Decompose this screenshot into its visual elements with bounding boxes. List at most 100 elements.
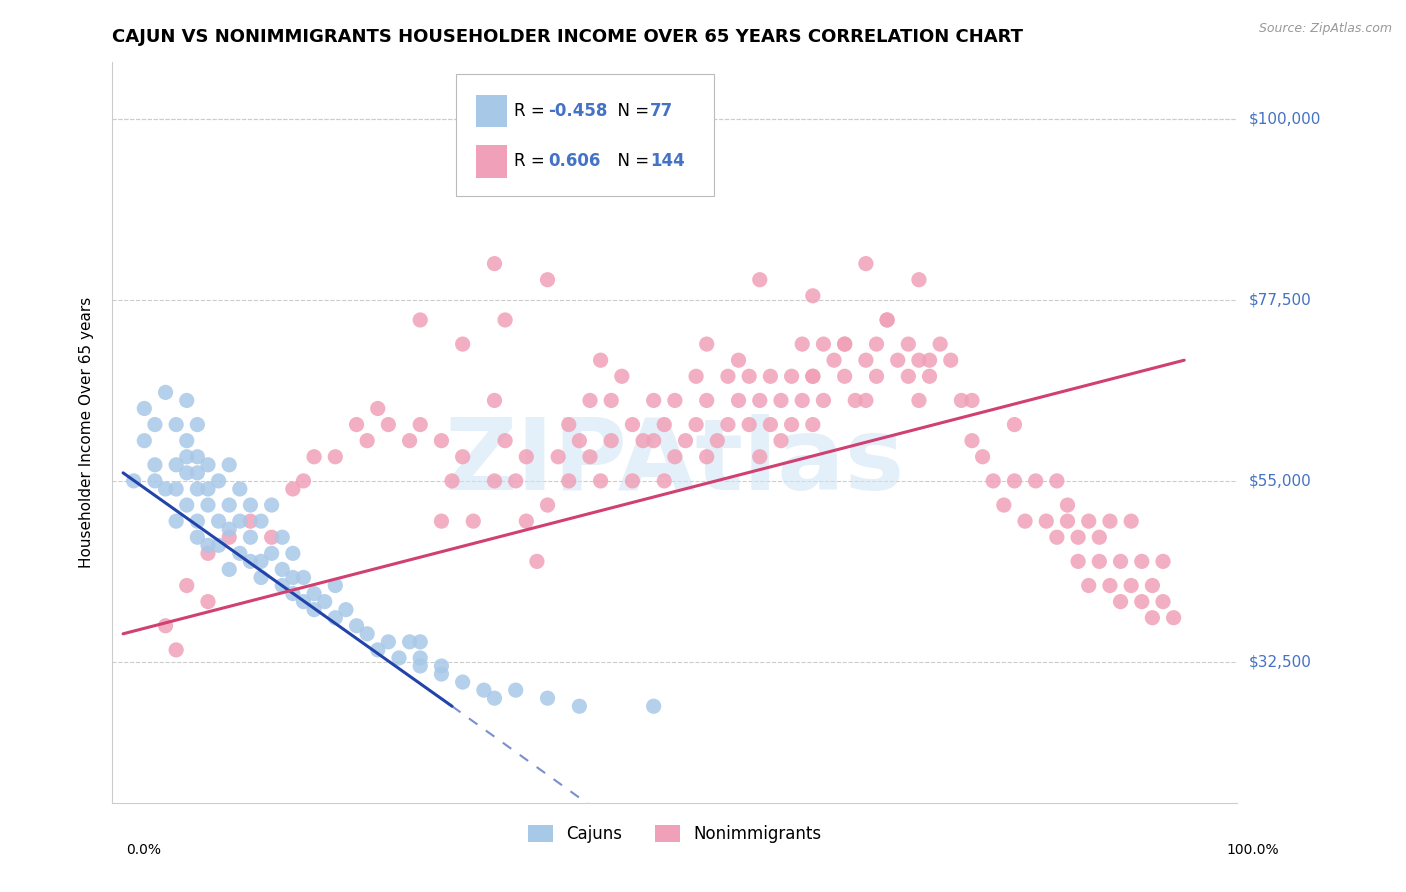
Point: [239, 554, 262, 568]
Point: [960, 434, 983, 448]
Y-axis label: Householder Income Over 65 years: Householder Income Over 65 years: [79, 297, 94, 568]
Point: [727, 353, 749, 368]
Point: [451, 675, 474, 690]
Point: [484, 257, 506, 271]
Point: [1121, 514, 1143, 528]
Text: N =: N =: [607, 153, 655, 170]
Point: [250, 554, 273, 568]
Point: [484, 691, 506, 706]
Point: [918, 369, 941, 384]
Point: [981, 474, 1004, 488]
Point: [239, 498, 262, 512]
Point: [176, 578, 198, 592]
Point: [960, 393, 983, 408]
Point: [186, 514, 208, 528]
Point: [356, 627, 378, 641]
Point: [1130, 594, 1153, 608]
Point: [706, 434, 728, 448]
Point: [727, 393, 749, 408]
Point: [855, 393, 877, 408]
Point: [675, 434, 697, 448]
Point: [281, 586, 304, 600]
Point: [186, 417, 208, 432]
Point: [865, 337, 887, 351]
Point: [323, 578, 346, 592]
Point: [1077, 514, 1099, 528]
Point: [717, 369, 740, 384]
Point: [218, 562, 240, 576]
Point: [1088, 530, 1111, 544]
Point: [685, 369, 707, 384]
Point: [302, 450, 325, 464]
Point: [292, 474, 315, 488]
Point: [122, 474, 145, 488]
Legend: Cajuns, Nonimmigrants: Cajuns, Nonimmigrants: [522, 819, 828, 850]
Point: [1077, 578, 1099, 592]
Point: [314, 594, 336, 608]
Text: $55,000: $55,000: [1249, 474, 1312, 489]
Point: [197, 538, 219, 552]
Point: [271, 578, 294, 592]
Point: [1014, 514, 1036, 528]
Point: [186, 450, 208, 464]
Point: [536, 273, 558, 287]
Point: [929, 337, 952, 351]
Point: [865, 369, 887, 384]
Point: [801, 289, 824, 303]
Point: [430, 667, 453, 681]
Point: [176, 466, 198, 480]
Point: [1088, 554, 1111, 568]
Point: [197, 458, 219, 472]
Point: [643, 393, 665, 408]
Point: [505, 474, 527, 488]
Text: 144: 144: [650, 153, 685, 170]
Point: [579, 393, 602, 408]
Point: [1130, 554, 1153, 568]
Point: [780, 369, 803, 384]
FancyBboxPatch shape: [475, 95, 508, 128]
Point: [1046, 530, 1069, 544]
Text: $32,500: $32,500: [1249, 655, 1312, 670]
Text: N =: N =: [607, 102, 655, 120]
Point: [143, 417, 166, 432]
Point: [409, 417, 432, 432]
Point: [143, 474, 166, 488]
Point: [643, 434, 665, 448]
Point: [759, 417, 782, 432]
Point: [526, 554, 548, 568]
Point: [260, 530, 283, 544]
Point: [834, 337, 856, 351]
Point: [441, 474, 464, 488]
Point: [696, 450, 718, 464]
Point: [494, 434, 516, 448]
Text: $100,000: $100,000: [1249, 112, 1320, 127]
Point: [134, 434, 156, 448]
Point: [621, 417, 644, 432]
Text: 77: 77: [650, 102, 673, 120]
Point: [134, 401, 156, 416]
Point: [759, 369, 782, 384]
Point: [664, 393, 686, 408]
Point: [377, 417, 399, 432]
Point: [568, 699, 591, 714]
Point: [834, 337, 856, 351]
Point: [1025, 474, 1047, 488]
Point: [1004, 417, 1026, 432]
Point: [229, 482, 252, 496]
Point: [207, 514, 229, 528]
Point: [292, 570, 315, 584]
Point: [494, 313, 516, 327]
Point: [558, 474, 581, 488]
Point: [685, 417, 707, 432]
Point: [1056, 498, 1078, 512]
Point: [536, 691, 558, 706]
Point: [143, 458, 166, 472]
Point: [271, 562, 294, 576]
Point: [367, 643, 389, 657]
Point: [409, 635, 432, 649]
Point: [155, 619, 177, 633]
Point: [579, 450, 602, 464]
Point: [281, 570, 304, 584]
Point: [876, 313, 898, 327]
Point: [643, 176, 665, 190]
